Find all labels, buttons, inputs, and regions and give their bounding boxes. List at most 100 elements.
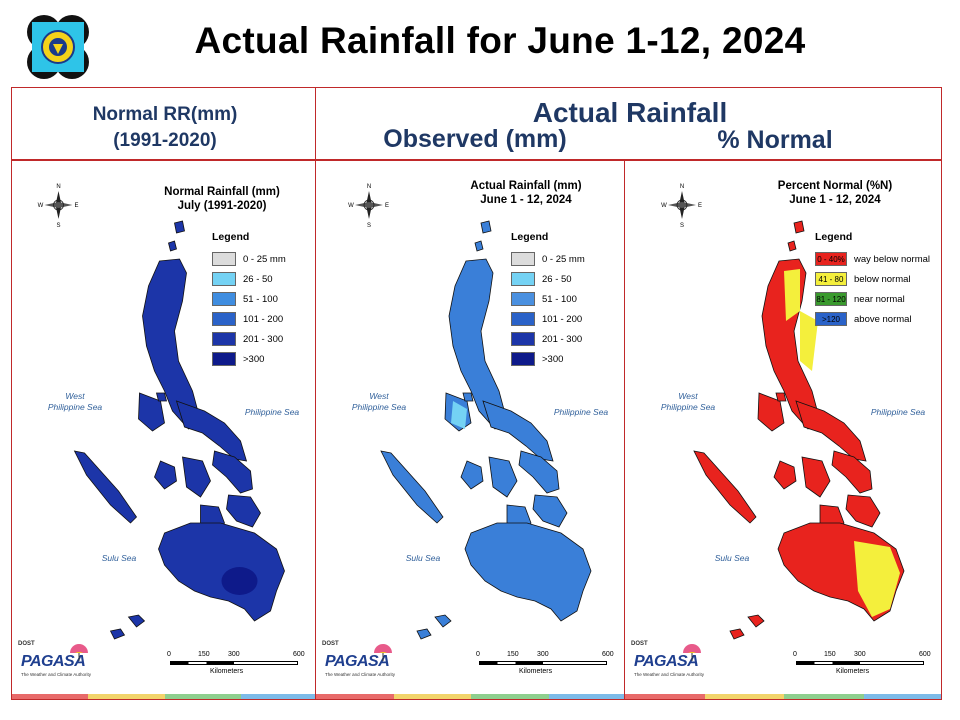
color-stripe-segment bbox=[704, 694, 784, 699]
dost-label: DOST bbox=[631, 641, 648, 647]
scale-unit-label: Kilometers bbox=[519, 668, 553, 675]
legend-label: 51 - 100 bbox=[542, 293, 577, 305]
compass-label-w: W bbox=[661, 203, 667, 209]
scale-bar: 0 150 300 600 Kilometers bbox=[165, 651, 305, 679]
legend-swatch bbox=[511, 272, 535, 286]
pagasa-wordmark: PAGASA bbox=[21, 653, 86, 670]
island-shape bbox=[168, 240, 177, 252]
island-shape bbox=[175, 400, 248, 462]
compass-label-w: W bbox=[348, 203, 354, 209]
scale-tick-label: 150 bbox=[198, 651, 210, 658]
legend-item: >120 above normal bbox=[815, 309, 930, 329]
pagasa-logo bbox=[27, 15, 89, 79]
island-shape bbox=[488, 456, 518, 498]
sea-label-line2: Philippine Sea bbox=[351, 402, 407, 412]
island-shape bbox=[416, 628, 432, 640]
map-legend: Legend 0 - 25 mm 26 - 50 51 - 100 101 - 200 2… bbox=[511, 231, 585, 369]
sea-label-line1: West bbox=[678, 391, 698, 401]
pagasa-wordmark: PAGASA bbox=[325, 653, 390, 670]
island-shape bbox=[154, 460, 177, 490]
scale-tick-label: 150 bbox=[824, 651, 836, 658]
map-title-line1: Normal Rainfall (mm) bbox=[164, 186, 280, 198]
philippines-map: N S E W bbox=[661, 184, 905, 640]
scale-bar: 0 150 300 600 Kilometers bbox=[791, 651, 931, 679]
island-shape bbox=[793, 220, 805, 234]
low-rainfall-area bbox=[451, 401, 467, 429]
map-title: Actual Rainfall (mm) June 1 - 12, 2024 bbox=[456, 179, 596, 207]
legend-label: above normal bbox=[854, 313, 912, 325]
compass-label-s: S bbox=[367, 223, 371, 229]
island-shape bbox=[729, 628, 745, 640]
scale-tick-label: 300 bbox=[228, 651, 240, 658]
pagasa-tagline: The Weather and Climate Authority bbox=[325, 672, 395, 677]
legend-swatch bbox=[511, 312, 535, 326]
legend-label: >300 bbox=[542, 353, 564, 365]
color-stripe-segment bbox=[316, 694, 394, 699]
map-title-line2: June 1 - 12, 2024 bbox=[480, 194, 572, 206]
philippines-map: N S E W bbox=[348, 184, 592, 640]
percent-normal-header: % Normal bbox=[717, 126, 833, 154]
island-shape bbox=[693, 450, 757, 524]
legend-swatch bbox=[212, 252, 236, 266]
sea-label-line1: West bbox=[369, 391, 389, 401]
legend-swatch bbox=[511, 332, 535, 346]
scale-bar-graphic bbox=[796, 661, 924, 665]
scale-bar: 0 150 300 600 Kilometers bbox=[474, 651, 614, 679]
normal-rainfall-map-panel: N S E W Normal Rainfall (mm) July (1991-2020)… bbox=[11, 160, 316, 700]
scale-unit-label: Kilometers bbox=[210, 668, 244, 675]
island-shape bbox=[464, 522, 592, 622]
scale-tick-label: 0 bbox=[793, 651, 797, 658]
legend-item: 51 - 100 bbox=[212, 289, 286, 309]
legend-label: 0 - 25 mm bbox=[542, 253, 585, 265]
compass-label-n: N bbox=[56, 184, 60, 190]
compass-rose-icon: N S E W bbox=[38, 184, 79, 229]
compass-label-n: N bbox=[680, 184, 684, 190]
island-shape bbox=[482, 400, 554, 462]
legend-item: 41 - 80 below normal bbox=[815, 269, 930, 289]
legend-item: 51 - 100 bbox=[511, 289, 585, 309]
map-legend: Legend 0 - 25 mm 26 - 50 51 - 100 101 - 200 2… bbox=[212, 231, 286, 369]
pagasa-tagline: The Weather and Climate Authority bbox=[21, 672, 91, 677]
island-shape bbox=[747, 614, 765, 628]
island-shape bbox=[73, 450, 138, 524]
island-shape bbox=[801, 456, 831, 498]
legend-title: Legend bbox=[815, 231, 853, 243]
legend-item: 201 - 300 bbox=[511, 329, 585, 349]
header-bottom-rule bbox=[11, 159, 942, 160]
west-philippine-sea-label: West Philippine Sea bbox=[653, 391, 723, 413]
compass-label-e: E bbox=[74, 203, 78, 209]
compass-rose-icon: N S E W bbox=[348, 184, 389, 229]
legend-label: 26 - 50 bbox=[542, 273, 572, 285]
legend-label: 0 - 25 mm bbox=[243, 253, 286, 265]
island-shape bbox=[462, 392, 474, 402]
island-shape bbox=[212, 450, 253, 494]
sulu-sea-label: Sulu Sea bbox=[714, 553, 750, 563]
compass-label-w: W bbox=[38, 203, 44, 209]
legend-item: 101 - 200 bbox=[511, 309, 585, 329]
umbrella-icon bbox=[683, 644, 701, 661]
normal-rr-header: Normal RR(mm) bbox=[92, 104, 238, 125]
legend-label: 201 - 300 bbox=[542, 333, 583, 345]
color-stripe-segment bbox=[863, 694, 941, 699]
island-shape bbox=[795, 400, 867, 462]
map-title-line2: July (1991-2020) bbox=[177, 200, 267, 212]
legend-swatch: >120 bbox=[815, 312, 847, 326]
legend-item: 81 - 120 near normal bbox=[815, 289, 930, 309]
legend-label: 26 - 50 bbox=[243, 273, 273, 285]
legend-swatch bbox=[511, 352, 535, 366]
legend-label: below normal bbox=[854, 273, 911, 285]
island-shape bbox=[775, 392, 787, 402]
legend-label: 201 - 300 bbox=[243, 333, 284, 345]
scale-tick-label: 600 bbox=[919, 651, 931, 658]
map-title-line1: Percent Normal (%N) bbox=[777, 180, 893, 192]
island-shape bbox=[226, 494, 261, 528]
actual-rainfall-map-panel: N S E W Actual Rainfall (mm) June 1 - 12, 202… bbox=[315, 160, 625, 700]
color-stripe-segment bbox=[12, 694, 89, 699]
pagasa-brand-mark: DOST PAGASA The Weather and Climate Author… bbox=[322, 641, 395, 681]
island-shape bbox=[174, 220, 185, 234]
legend-item: >300 bbox=[511, 349, 585, 369]
legend-item: 26 - 50 bbox=[212, 269, 286, 289]
dost-label: DOST bbox=[18, 641, 35, 647]
dost-label: DOST bbox=[322, 641, 339, 647]
legend-label: way below normal bbox=[854, 253, 931, 265]
